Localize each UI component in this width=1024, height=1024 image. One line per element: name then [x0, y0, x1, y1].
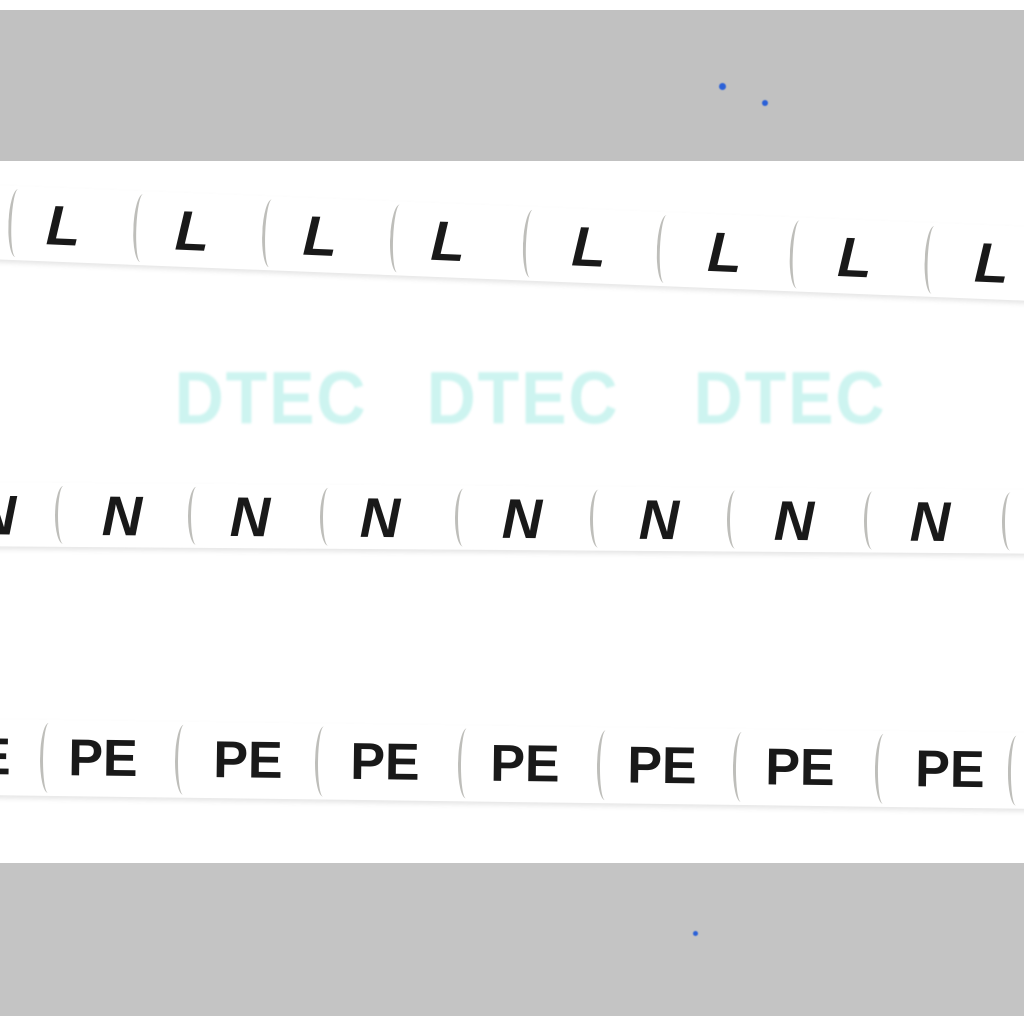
marker-label: N [501, 486, 543, 550]
blue-dot [692, 930, 698, 936]
blue-dot [718, 82, 726, 90]
segment-separator [726, 490, 745, 550]
segment-separator [260, 198, 281, 268]
segment-separator [388, 204, 409, 273]
marker-label: N [909, 489, 951, 553]
dtec-watermark: DTEC [174, 356, 368, 440]
marker-label: L [301, 203, 339, 268]
marker-label: L [429, 208, 467, 273]
marker-label: PE [914, 740, 986, 800]
marker-label: L [973, 230, 1010, 295]
marker-label: L [706, 219, 744, 284]
marker-label: L [173, 197, 211, 263]
marker-label: N [638, 487, 680, 551]
marker-label: PE [626, 736, 698, 796]
marker-label: N [773, 488, 815, 552]
marker-label: PE [212, 731, 284, 790]
segment-separator [788, 220, 809, 289]
marker-label: PE [0, 727, 12, 787]
segment-separator [131, 193, 152, 263]
strip-PE: PE PE PE PE PE PE PE PE [0, 719, 1024, 809]
marker-label: N [359, 485, 401, 549]
marker-label: L [836, 224, 874, 289]
segment-separator [874, 733, 893, 804]
segment-separator [187, 486, 206, 546]
segment-separator [7, 188, 27, 258]
marker-label: PE [349, 732, 421, 792]
marker-label: N [0, 482, 17, 547]
segment-separator [732, 731, 751, 803]
marker-label: PE [67, 729, 139, 789]
segment-separator [54, 485, 73, 545]
segment-separator [596, 730, 615, 801]
segment-separator [655, 214, 676, 284]
segment-separator [521, 209, 542, 279]
segment-separator [319, 487, 338, 547]
segment-separator [39, 722, 58, 793]
segment-separator [454, 488, 473, 548]
caption-band: Half Cut each 10pcs [0, 863, 1024, 1016]
marker-label: PE [489, 734, 561, 794]
segment-separator [589, 489, 608, 549]
marker-label: PE [764, 738, 836, 798]
segment-separator [174, 724, 193, 795]
segment-separator [1001, 491, 1020, 551]
dtec-watermark: DTEC [426, 356, 620, 440]
segment-separator [863, 491, 882, 550]
segment-separator [457, 728, 476, 799]
segment-separator [314, 726, 333, 797]
top-gray-band [0, 10, 1024, 161]
marker-label: L [570, 213, 608, 279]
dtec-watermark: DTEC [693, 356, 887, 440]
segment-separator [923, 225, 944, 295]
marker-label: N [101, 483, 143, 547]
blue-dot [762, 100, 768, 106]
segment-separator [1007, 735, 1024, 806]
marker-label: N [229, 484, 271, 548]
marker-label: L [45, 192, 82, 258]
